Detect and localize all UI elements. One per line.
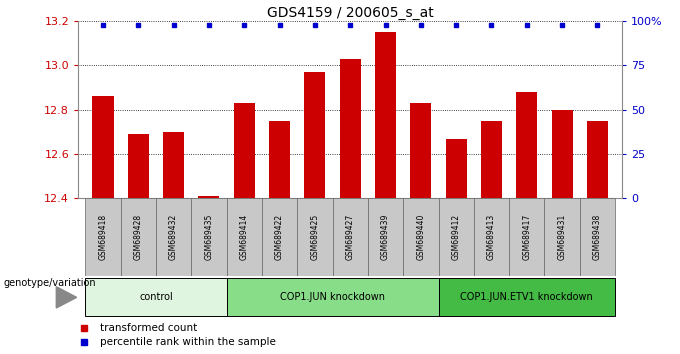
Bar: [368, 198, 403, 276]
Bar: [403, 198, 439, 276]
Text: GSM689414: GSM689414: [240, 214, 249, 260]
Text: GSM689439: GSM689439: [381, 214, 390, 261]
Bar: [551, 110, 573, 198]
Bar: [262, 198, 297, 276]
Text: COP1.JUN.ETV1 knockdown: COP1.JUN.ETV1 knockdown: [460, 292, 593, 302]
Text: GSM689422: GSM689422: [275, 214, 284, 260]
Bar: [516, 92, 537, 198]
Text: transformed count: transformed count: [100, 322, 197, 332]
Title: GDS4159 / 200605_s_at: GDS4159 / 200605_s_at: [267, 6, 434, 20]
Bar: [128, 134, 149, 198]
Bar: [375, 32, 396, 198]
Text: GSM689438: GSM689438: [593, 214, 602, 260]
Bar: [445, 138, 466, 198]
Text: GSM689440: GSM689440: [416, 214, 426, 261]
Bar: [234, 103, 255, 198]
Text: GSM689412: GSM689412: [452, 214, 460, 260]
Bar: [199, 196, 220, 198]
Text: GSM689432: GSM689432: [169, 214, 178, 260]
Bar: [156, 198, 191, 276]
Bar: [297, 198, 333, 276]
Bar: [333, 198, 368, 276]
Bar: [85, 198, 120, 276]
Bar: [163, 132, 184, 198]
Text: GSM689418: GSM689418: [99, 214, 107, 260]
Bar: [474, 198, 509, 276]
Text: COP1.JUN knockdown: COP1.JUN knockdown: [280, 292, 385, 302]
Bar: [410, 103, 431, 198]
Text: genotype/variation: genotype/variation: [3, 278, 96, 288]
Bar: [481, 121, 502, 198]
Bar: [92, 97, 114, 198]
Text: percentile rank within the sample: percentile rank within the sample: [100, 337, 276, 348]
Text: GSM689428: GSM689428: [134, 214, 143, 260]
Bar: [439, 198, 474, 276]
Text: GSM689427: GSM689427: [345, 214, 355, 260]
Bar: [339, 59, 361, 198]
Bar: [439, 278, 615, 316]
Bar: [226, 278, 439, 316]
Text: control: control: [139, 292, 173, 302]
Text: GSM689431: GSM689431: [558, 214, 566, 260]
Bar: [509, 198, 545, 276]
Text: GSM689413: GSM689413: [487, 214, 496, 260]
Bar: [120, 198, 156, 276]
Bar: [545, 198, 580, 276]
Text: GSM689435: GSM689435: [205, 214, 214, 261]
Bar: [191, 198, 226, 276]
Bar: [587, 121, 608, 198]
Bar: [580, 198, 615, 276]
Text: GSM689425: GSM689425: [310, 214, 320, 260]
Bar: [226, 198, 262, 276]
Text: GSM689417: GSM689417: [522, 214, 531, 260]
Bar: [304, 72, 326, 198]
Bar: [85, 278, 226, 316]
Bar: [269, 121, 290, 198]
Polygon shape: [56, 287, 77, 308]
